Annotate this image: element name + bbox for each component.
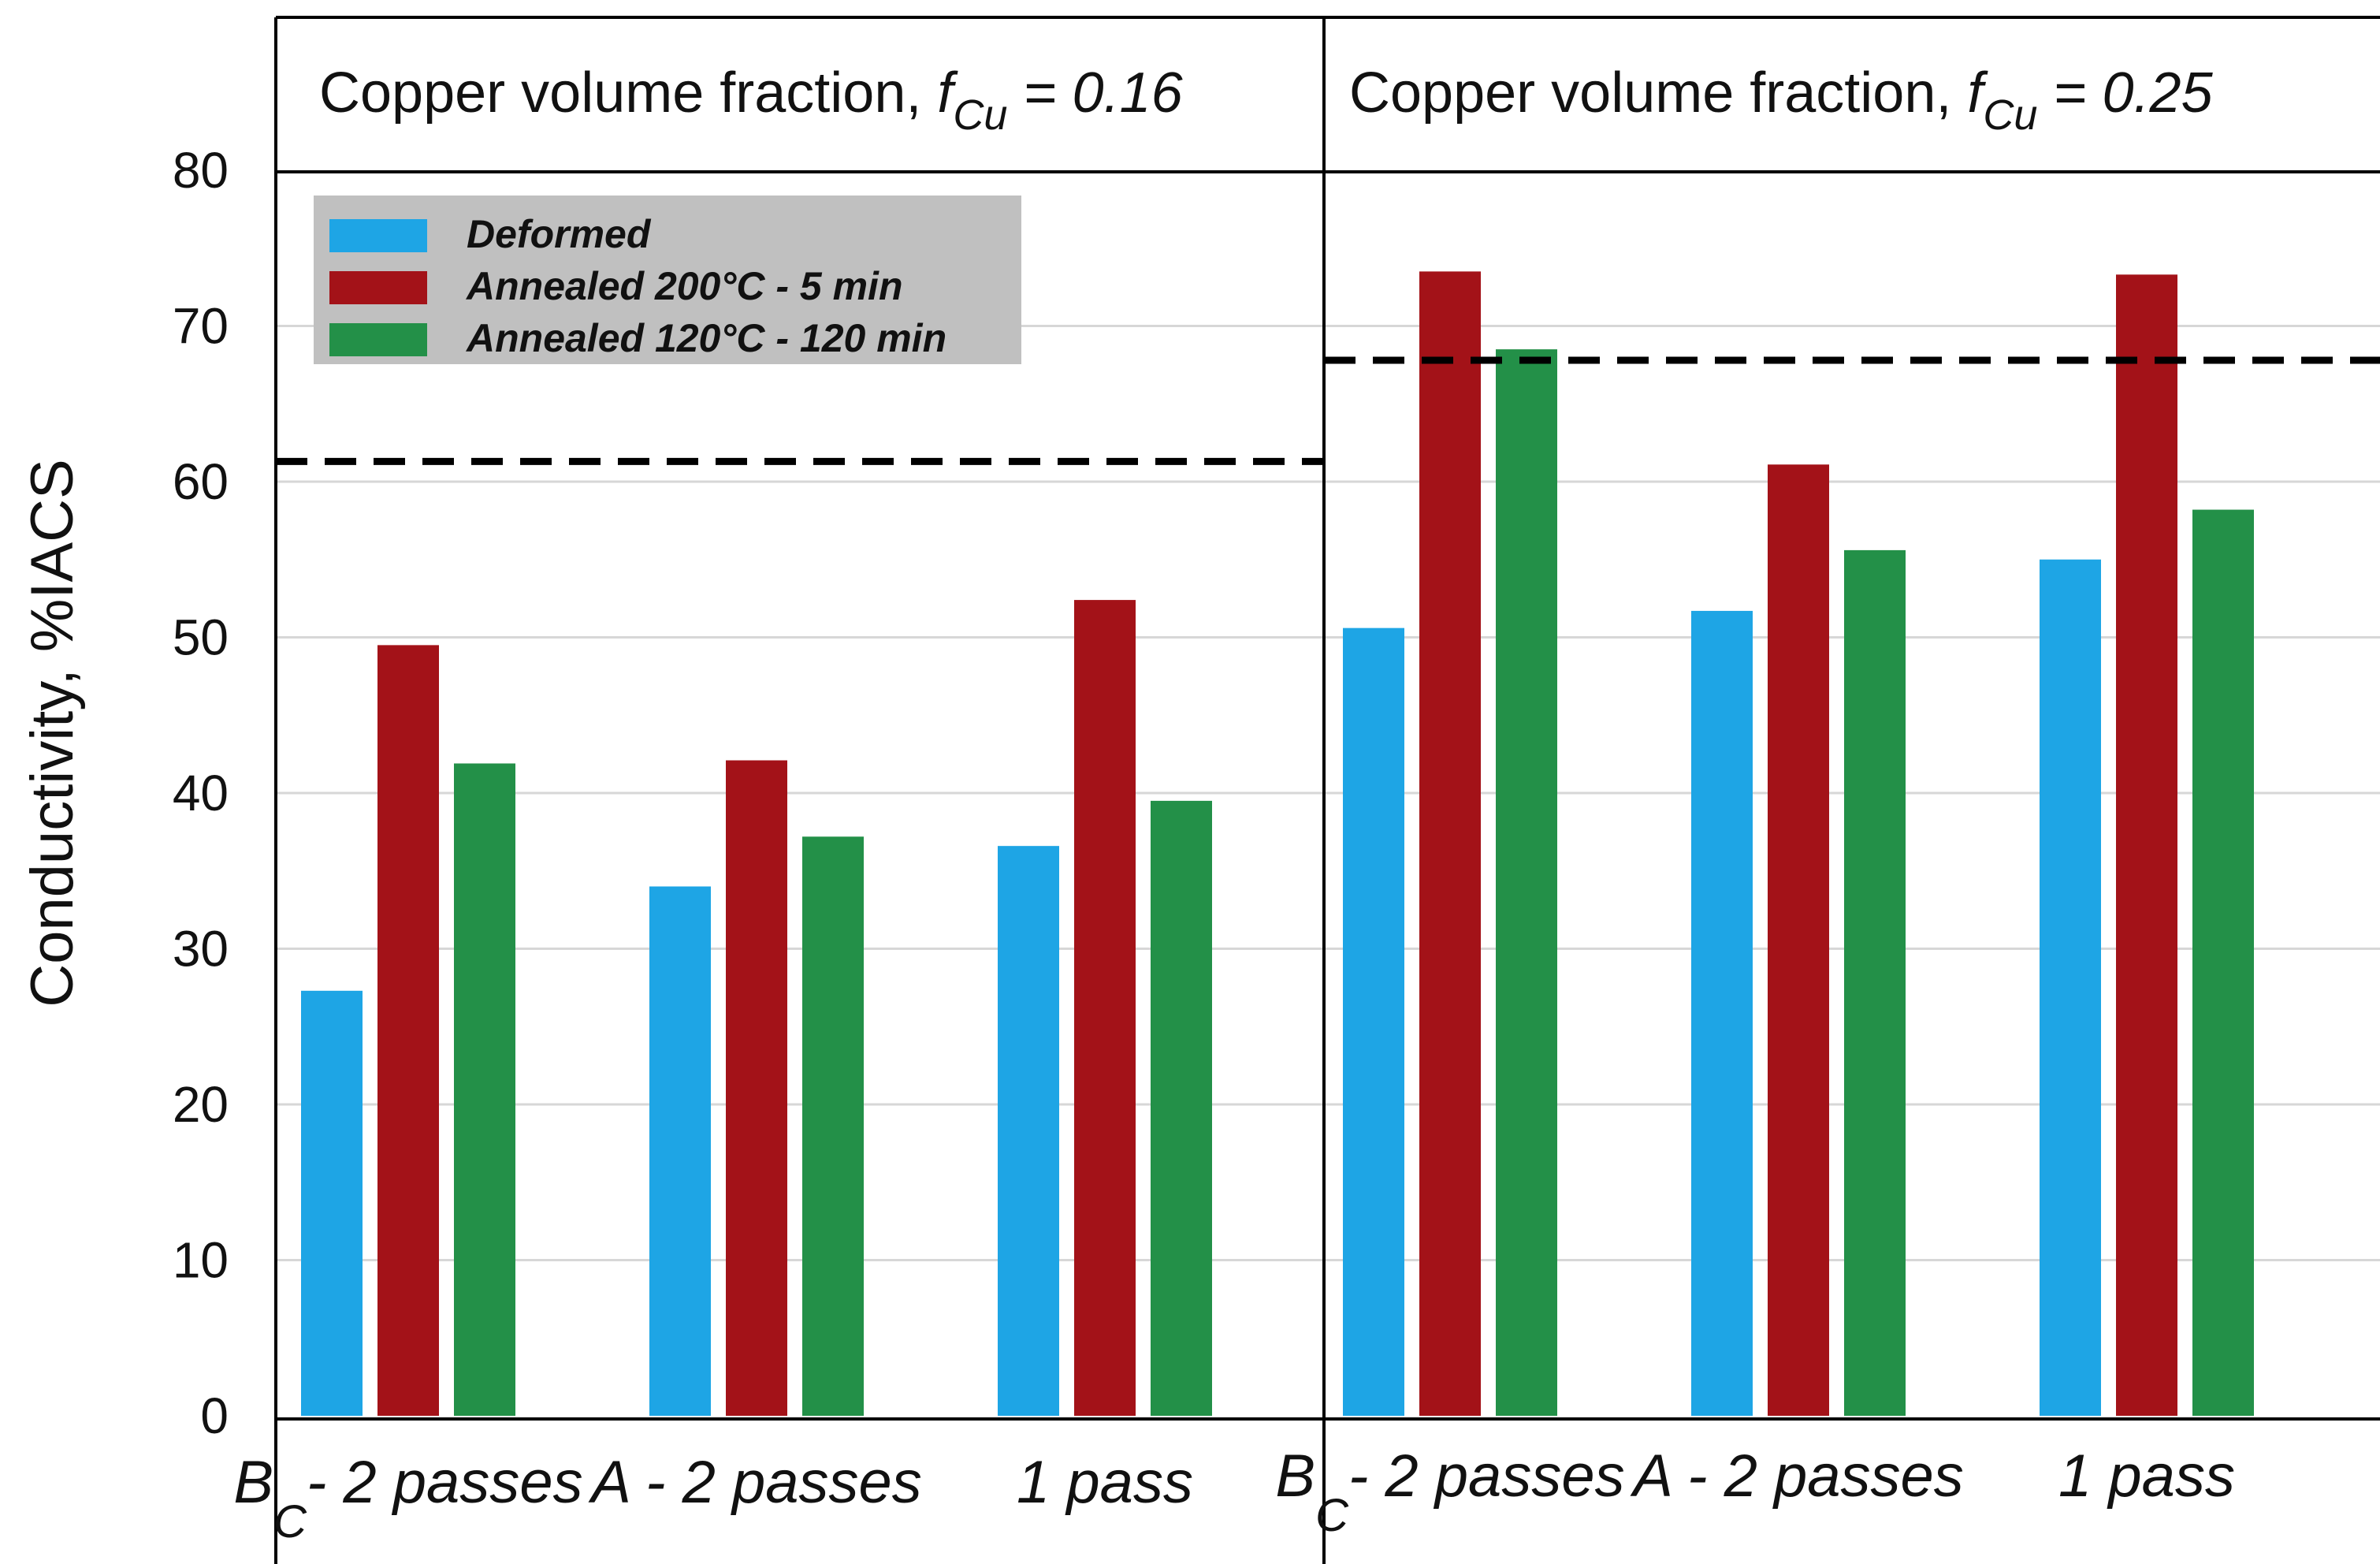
bar bbox=[1343, 627, 1404, 1416]
y-tick-label: 20 bbox=[173, 1076, 229, 1133]
bar bbox=[649, 886, 711, 1416]
bar bbox=[2040, 559, 2101, 1416]
bar bbox=[1691, 610, 1753, 1416]
legend-label: Deformed bbox=[467, 212, 652, 256]
gridlines bbox=[276, 325, 2380, 1261]
y-tick-label: 40 bbox=[173, 765, 229, 821]
panel-titles: Copper volume fraction, fCu = 0.16 Copper… bbox=[319, 61, 2214, 139]
category-label: BC- 2 passes bbox=[233, 1449, 582, 1547]
bar bbox=[301, 990, 363, 1416]
bar bbox=[1496, 349, 1557, 1416]
y-tick-label: 10 bbox=[173, 1232, 229, 1289]
legend-box bbox=[314, 196, 1021, 364]
bar bbox=[1844, 549, 1906, 1416]
panel-title-value: = 0.25 bbox=[2037, 61, 2213, 125]
legend-label: Annealed 120°C - 120 min bbox=[465, 316, 946, 360]
bar bbox=[802, 836, 864, 1416]
y-tick-label: 0 bbox=[200, 1387, 229, 1444]
panel-title-subscript: Cu bbox=[1983, 91, 2037, 139]
category-label: 1 pass bbox=[2058, 1443, 2235, 1510]
panel-title-prefix: Copper volume fraction, bbox=[1349, 61, 1967, 125]
legend-swatch bbox=[329, 219, 427, 252]
category-label: BC- 2 passes bbox=[1275, 1443, 1624, 1541]
y-tick-label: 30 bbox=[173, 921, 229, 978]
y-axis: 0 10 20 30 40 50 60 70 80 Conductivity, %IACS bbox=[19, 142, 229, 1444]
bar bbox=[1074, 600, 1136, 1416]
legend-swatch bbox=[329, 323, 427, 356]
category-label-main: 1 pass bbox=[2058, 1443, 2235, 1510]
bar bbox=[377, 645, 439, 1416]
bar bbox=[726, 760, 787, 1416]
category-labels: BC- 2 passes A - 2 passes 1 pass BC- 2 pass… bbox=[233, 1443, 2235, 1547]
bar bbox=[1768, 464, 1829, 1416]
category-label-main: 1 pass bbox=[1017, 1449, 1193, 1516]
y-tick-label: 60 bbox=[173, 453, 229, 510]
y-tick-label: 70 bbox=[173, 298, 229, 355]
bar bbox=[2116, 274, 2177, 1417]
category-label: A - 2 passes bbox=[588, 1449, 922, 1516]
panel-title-subscript: Cu bbox=[953, 91, 1007, 139]
reference-lines bbox=[276, 356, 2380, 465]
legend-label: Annealed 200°C - 5 min bbox=[465, 264, 903, 308]
category-label: 1 pass bbox=[1017, 1449, 1193, 1516]
category-label-subscript: C bbox=[1315, 1490, 1349, 1541]
bar bbox=[998, 846, 1059, 1416]
bar bbox=[1151, 800, 1212, 1416]
y-tick-label: 80 bbox=[173, 142, 229, 199]
panel-title-value: = 0.16 bbox=[1007, 61, 1183, 125]
category-label-main: A - 2 passes bbox=[588, 1449, 922, 1516]
category-label-main: B bbox=[1275, 1443, 1315, 1510]
panel-title-prefix: Copper volume fraction, bbox=[319, 61, 937, 125]
panel-frames bbox=[274, 16, 2380, 1564]
bar bbox=[2192, 509, 2254, 1416]
y-tick-label: 50 bbox=[173, 609, 229, 666]
panel-title: Copper volume fraction, fCu = 0.25 bbox=[1349, 61, 2214, 139]
category-label-subscript: C bbox=[273, 1496, 307, 1547]
bar bbox=[1419, 271, 1481, 1416]
category-label-main: B bbox=[233, 1449, 273, 1516]
bars bbox=[301, 271, 2254, 1417]
panel-title: Copper volume fraction, fCu = 0.16 bbox=[319, 61, 1184, 139]
category-label-rest: - 2 passes bbox=[1348, 1443, 1625, 1510]
legend-swatch bbox=[329, 271, 427, 304]
category-label-rest: - 2 passes bbox=[307, 1449, 583, 1516]
y-axis-label: Conductivity, %IACS bbox=[19, 459, 86, 1007]
legend: Deformed Annealed 200°C - 5 min Annealed 1… bbox=[314, 196, 1021, 364]
category-label: A - 2 passes bbox=[1630, 1443, 1964, 1510]
bar bbox=[454, 763, 515, 1416]
category-label-main: A - 2 passes bbox=[1630, 1443, 1964, 1510]
